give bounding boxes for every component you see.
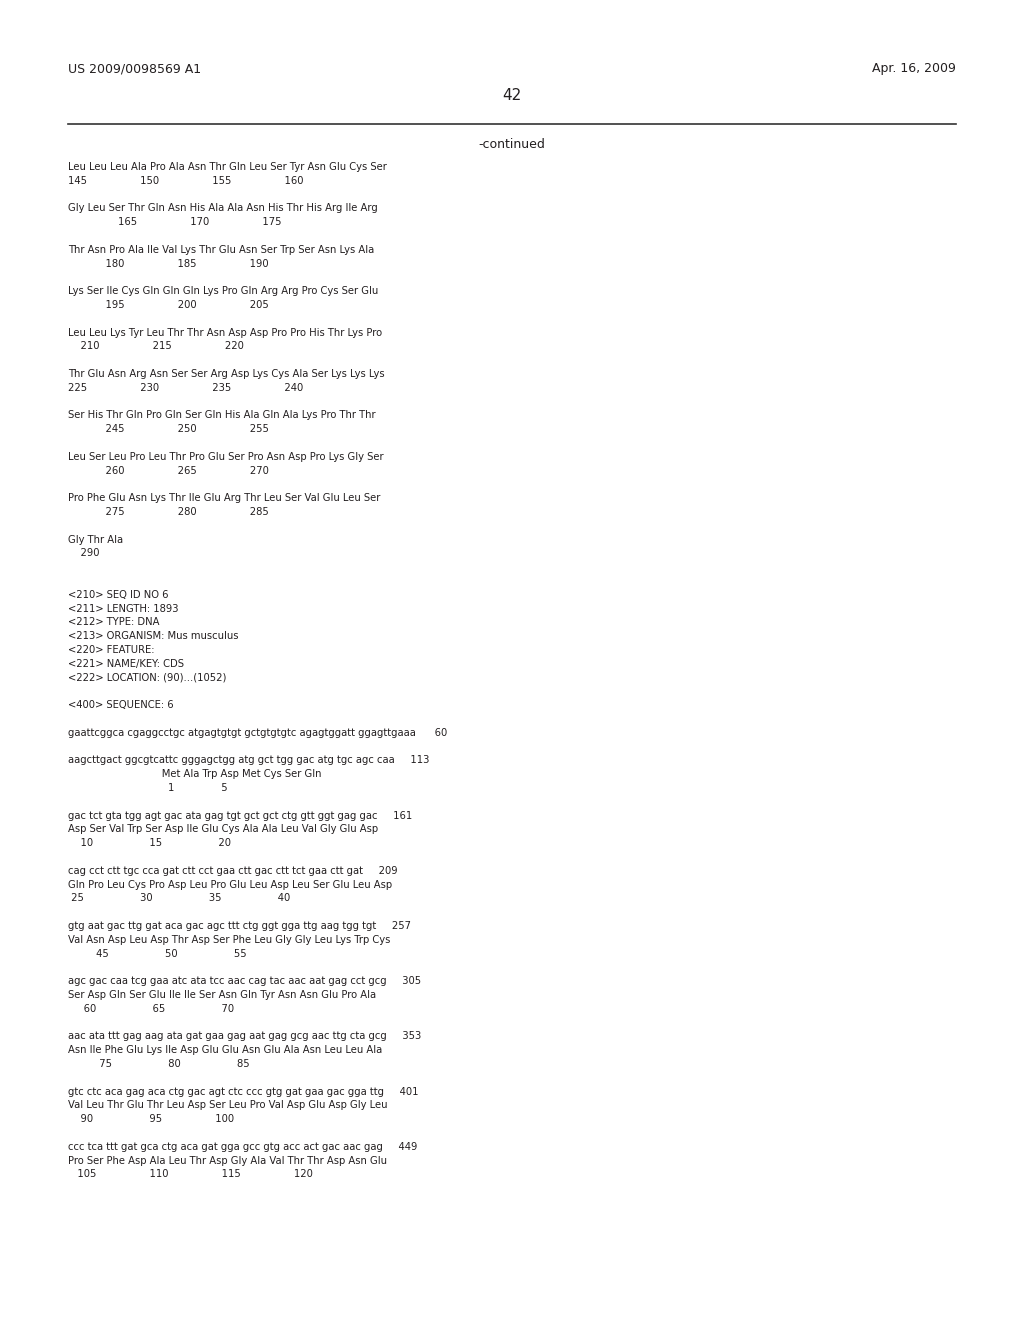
Text: 260                 265                 270: 260 265 270 [68, 466, 269, 475]
Text: Apr. 16, 2009: Apr. 16, 2009 [872, 62, 956, 75]
Text: cag cct ctt tgc cca gat ctt cct gaa ctt gac ctt tct gaa ctt gat     209: cag cct ctt tgc cca gat ctt cct gaa ctt … [68, 866, 397, 875]
Text: 290: 290 [68, 548, 99, 558]
Text: 145                 150                 155                 160: 145 150 155 160 [68, 176, 303, 186]
Text: gac tct gta tgg agt gac ata gag tgt gct gct ctg gtt ggt gag gac     161: gac tct gta tgg agt gac ata gag tgt gct … [68, 810, 413, 821]
Text: Leu Ser Leu Pro Leu Thr Pro Glu Ser Pro Asn Asp Pro Lys Gly Ser: Leu Ser Leu Pro Leu Thr Pro Glu Ser Pro … [68, 451, 384, 462]
Text: 60                  65                  70: 60 65 70 [68, 1003, 234, 1014]
Text: 10                  15                  20: 10 15 20 [68, 838, 231, 849]
Text: Thr Glu Asn Arg Asn Ser Ser Arg Asp Lys Cys Ala Ser Lys Lys Lys: Thr Glu Asn Arg Asn Ser Ser Arg Asp Lys … [68, 370, 385, 379]
Text: <220> FEATURE:: <220> FEATURE: [68, 645, 155, 655]
Text: ccc tca ttt gat gca ctg aca gat gga gcc gtg acc act gac aac gag     449: ccc tca ttt gat gca ctg aca gat gga gcc … [68, 1142, 418, 1152]
Text: Pro Phe Glu Asn Lys Thr Ile Glu Arg Thr Leu Ser Val Glu Leu Ser: Pro Phe Glu Asn Lys Thr Ile Glu Arg Thr … [68, 494, 380, 503]
Text: <221> NAME/KEY: CDS: <221> NAME/KEY: CDS [68, 659, 184, 669]
Text: Leu Leu Lys Tyr Leu Thr Thr Asn Asp Asp Pro Pro His Thr Lys Pro: Leu Leu Lys Tyr Leu Thr Thr Asn Asp Asp … [68, 327, 382, 338]
Text: <222> LOCATION: (90)...(1052): <222> LOCATION: (90)...(1052) [68, 673, 226, 682]
Text: 165                 170                 175: 165 170 175 [68, 218, 282, 227]
Text: Ser His Thr Gln Pro Gln Ser Gln His Ala Gln Ala Lys Pro Thr Thr: Ser His Thr Gln Pro Gln Ser Gln His Ala … [68, 411, 376, 420]
Text: aac ata ttt gag aag ata gat gaa gag aat gag gcg aac ttg cta gcg     353: aac ata ttt gag aag ata gat gaa gag aat … [68, 1031, 421, 1041]
Text: Gly Leu Ser Thr Gln Asn His Ala Ala Asn His Thr His Arg Ile Arg: Gly Leu Ser Thr Gln Asn His Ala Ala Asn … [68, 203, 378, 214]
Text: 245                 250                 255: 245 250 255 [68, 424, 269, 434]
Text: 195                 200                 205: 195 200 205 [68, 300, 268, 310]
Text: <213> ORGANISM: Mus musculus: <213> ORGANISM: Mus musculus [68, 631, 239, 642]
Text: gaattcggca cgaggcctgc atgagtgtgt gctgtgtgtc agagtggatt ggagttgaaa      60: gaattcggca cgaggcctgc atgagtgtgt gctgtgt… [68, 727, 447, 738]
Text: Asn Ile Phe Glu Lys Ile Asp Glu Glu Asn Glu Ala Asn Leu Leu Ala: Asn Ile Phe Glu Lys Ile Asp Glu Glu Asn … [68, 1045, 382, 1055]
Text: 180                 185                 190: 180 185 190 [68, 259, 268, 268]
Text: 42: 42 [503, 88, 521, 103]
Text: Gln Pro Leu Cys Pro Asp Leu Pro Glu Leu Asp Leu Ser Glu Leu Asp: Gln Pro Leu Cys Pro Asp Leu Pro Glu Leu … [68, 879, 392, 890]
Text: agc gac caa tcg gaa atc ata tcc aac cag tac aac aat gag cct gcg     305: agc gac caa tcg gaa atc ata tcc aac cag … [68, 977, 421, 986]
Text: Pro Ser Phe Asp Ala Leu Thr Asp Gly Ala Val Thr Thr Asp Asn Glu: Pro Ser Phe Asp Ala Leu Thr Asp Gly Ala … [68, 1155, 387, 1166]
Text: aagcttgact ggcgtcattc gggagctgg atg gct tgg gac atg tgc agc caa     113: aagcttgact ggcgtcattc gggagctgg atg gct … [68, 755, 429, 766]
Text: 45                  50                  55: 45 50 55 [68, 949, 247, 958]
Text: 275                 280                 285: 275 280 285 [68, 507, 268, 517]
Text: Val Leu Thr Glu Thr Leu Asp Ser Leu Pro Val Asp Glu Asp Gly Leu: Val Leu Thr Glu Thr Leu Asp Ser Leu Pro … [68, 1101, 387, 1110]
Text: Leu Leu Leu Ala Pro Ala Asn Thr Gln Leu Ser Tyr Asn Glu Cys Ser: Leu Leu Leu Ala Pro Ala Asn Thr Gln Leu … [68, 162, 387, 172]
Text: Ser Asp Gln Ser Glu Ile Ile Ser Asn Gln Tyr Asn Asn Glu Pro Ala: Ser Asp Gln Ser Glu Ile Ile Ser Asn Gln … [68, 990, 376, 1001]
Text: Val Asn Asp Leu Asp Thr Asp Ser Phe Leu Gly Gly Leu Lys Trp Cys: Val Asn Asp Leu Asp Thr Asp Ser Phe Leu … [68, 935, 390, 945]
Text: -continued: -continued [478, 139, 546, 150]
Text: <212> TYPE: DNA: <212> TYPE: DNA [68, 618, 160, 627]
Text: gtc ctc aca gag aca ctg gac agt ctc ccc gtg gat gaa gac gga ttg     401: gtc ctc aca gag aca ctg gac agt ctc ccc … [68, 1086, 419, 1097]
Text: 25                  30                  35                  40: 25 30 35 40 [68, 894, 290, 903]
Text: 75                  80                  85: 75 80 85 [68, 1059, 250, 1069]
Text: 1               5: 1 5 [68, 783, 227, 793]
Text: <210> SEQ ID NO 6: <210> SEQ ID NO 6 [68, 590, 169, 599]
Text: Gly Thr Ala: Gly Thr Ala [68, 535, 123, 545]
Text: gtg aat gac ttg gat aca gac agc ttt ctg ggt gga ttg aag tgg tgt     257: gtg aat gac ttg gat aca gac agc ttt ctg … [68, 921, 411, 931]
Text: 90                  95                 100: 90 95 100 [68, 1114, 234, 1125]
Text: 225                 230                 235                 240: 225 230 235 240 [68, 383, 303, 393]
Text: US 2009/0098569 A1: US 2009/0098569 A1 [68, 62, 201, 75]
Text: Asp Ser Val Trp Ser Asp Ile Glu Cys Ala Ala Leu Val Gly Glu Asp: Asp Ser Val Trp Ser Asp Ile Glu Cys Ala … [68, 825, 378, 834]
Text: <400> SEQUENCE: 6: <400> SEQUENCE: 6 [68, 700, 174, 710]
Text: 105                 110                 115                 120: 105 110 115 120 [68, 1170, 313, 1179]
Text: <211> LENGTH: 1893: <211> LENGTH: 1893 [68, 603, 178, 614]
Text: 210                 215                 220: 210 215 220 [68, 342, 244, 351]
Text: Thr Asn Pro Ala Ile Val Lys Thr Glu Asn Ser Trp Ser Asn Lys Ala: Thr Asn Pro Ala Ile Val Lys Thr Glu Asn … [68, 244, 374, 255]
Text: Met Ala Trp Asp Met Cys Ser Gln: Met Ala Trp Asp Met Cys Ser Gln [68, 770, 322, 779]
Text: Lys Ser Ile Cys Gln Gln Gln Lys Pro Gln Arg Arg Pro Cys Ser Glu: Lys Ser Ile Cys Gln Gln Gln Lys Pro Gln … [68, 286, 378, 296]
